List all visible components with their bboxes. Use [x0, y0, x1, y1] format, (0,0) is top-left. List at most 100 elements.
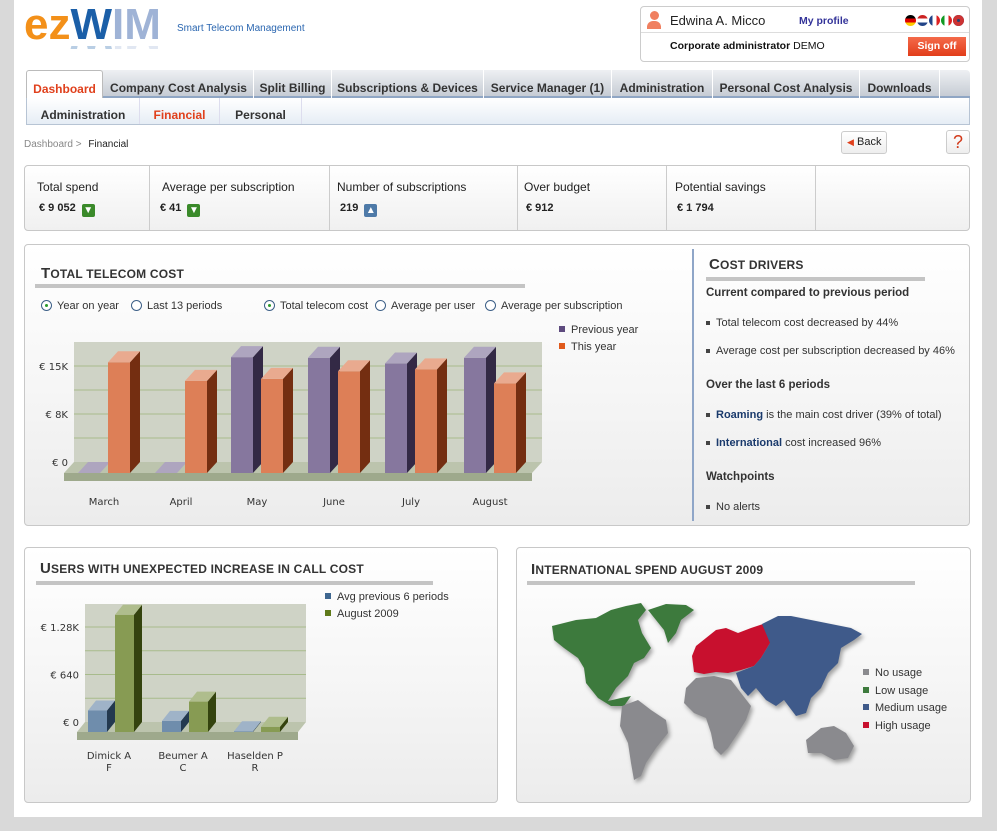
user-name: Edwina A. Micco — [670, 13, 766, 28]
bar-previous-year — [78, 462, 110, 473]
bar-previous-year — [308, 346, 340, 473]
radio-average-per-user[interactable]: Average per user — [375, 300, 475, 312]
bar-side — [516, 372, 526, 473]
x-tick-label: June — [322, 497, 345, 508]
x-tick-label: March — [89, 497, 119, 508]
bar-august-2009 — [115, 604, 142, 732]
international-link[interactable]: International — [716, 437, 783, 449]
breadcrumb: Dashboard > Financial — [24, 139, 128, 150]
cost-driver-item: Roaming is the main cost driver (39% of … — [706, 409, 942, 421]
tab-downloads[interactable]: Downloads — [860, 70, 940, 98]
bar-top — [189, 691, 216, 702]
tab-dashboard[interactable]: Dashboard — [26, 70, 103, 100]
x-tick-label: July — [401, 497, 420, 508]
x-tick-label: Beumer A — [158, 751, 208, 762]
tab-service-manager[interactable]: Service Manager (1) — [484, 70, 612, 98]
map-region-north-america[interactable] — [552, 603, 651, 706]
bar-top — [155, 462, 187, 473]
bar-front — [338, 371, 360, 473]
bar-top — [415, 358, 447, 370]
tab-subscriptions-devices[interactable]: Subscriptions & Devices — [332, 70, 484, 98]
x-tick-label: April — [170, 497, 193, 508]
legend-medium-usage: Medium usage — [863, 702, 947, 714]
legend-previous-year: Previous year — [559, 324, 638, 336]
bar-side — [486, 346, 496, 473]
kpi-average-per-subscription: Average per subscription € 41 ▼ — [150, 166, 330, 230]
bar-front — [162, 720, 181, 732]
bar-front — [415, 369, 437, 473]
my-profile-link[interactable]: My profile — [799, 15, 849, 27]
breadcrumb-dashboard[interactable]: Dashboard > — [24, 139, 82, 150]
roaming-link[interactable]: Roaming — [716, 409, 764, 421]
bar-this-year — [415, 358, 447, 473]
legend-no-usage: No usage — [863, 667, 922, 679]
bar-side — [407, 352, 417, 473]
divider — [692, 249, 694, 521]
radio-total-telecom-cost[interactable]: Total telecom cost — [264, 300, 368, 312]
bar-side — [253, 721, 261, 732]
legend-avg-previous: Avg previous 6 periods — [325, 591, 449, 603]
tab-administration[interactable]: Administration — [612, 70, 713, 98]
users-increase-title: Users with unexpected increase in call c… — [40, 560, 364, 577]
legend-high-usage: High usage — [863, 720, 931, 732]
map-region-australia[interactable] — [806, 726, 854, 760]
plot-floor-edge — [64, 473, 532, 481]
bar-top — [385, 352, 417, 364]
total-telecom-cost-title: Total telecom cost — [41, 265, 184, 282]
map-region-europe-russia[interactable] — [692, 623, 774, 674]
trend-down-icon: ▼ — [81, 204, 95, 217]
tagline: Smart Telecom Management — [177, 23, 305, 34]
bar-this-year — [261, 367, 293, 473]
map-region-asia[interactable] — [736, 616, 862, 716]
radio-average-per-subscription[interactable]: Average per subscription — [485, 300, 622, 312]
bar-front — [108, 362, 130, 473]
sign-off-button[interactable]: Sign off — [908, 37, 966, 56]
y-tick-label: € 1.28K — [41, 623, 80, 634]
subtab-personal[interactable]: Personal — [220, 98, 302, 124]
subtab-financial[interactable]: Financial — [140, 98, 220, 124]
flag-nl-icon[interactable] — [917, 15, 928, 26]
help-button[interactable]: ? — [946, 130, 970, 154]
kpi-over-budget: Over budget € 912 — [518, 166, 667, 230]
bar-avg-previous-6-periods — [88, 700, 115, 732]
bar-front — [261, 726, 280, 732]
cost-driver-item: Average cost per subscription decreased … — [706, 345, 955, 357]
map-region-greenland[interactable] — [648, 604, 694, 643]
bar-side — [208, 691, 216, 732]
map-region-south-america[interactable] — [620, 700, 668, 780]
subtab-administration[interactable]: Administration — [27, 98, 140, 124]
tab-company-cost-analysis[interactable]: Company Cost Analysis — [104, 70, 254, 98]
bar-side — [134, 604, 142, 732]
tab-personal-cost-analysis[interactable]: Personal Cost Analysis — [713, 70, 860, 98]
bar-front — [115, 614, 134, 732]
bar-top — [234, 721, 261, 732]
bar-front — [308, 357, 330, 473]
map-region-africa[interactable] — [684, 676, 751, 755]
back-button[interactable]: ◀ Back — [841, 131, 887, 154]
users-increase-chart: € 0 € 640 € 1.28K Dimick AF Beumer AC Haselde… — [41, 604, 306, 774]
breadcrumb-current: Financial — [88, 139, 129, 150]
flag-uk-icon[interactable] — [953, 15, 964, 26]
sub-tabs: Administration Financial Personal — [26, 98, 970, 125]
bar-top — [108, 351, 140, 363]
cost-drivers-heading: Watchpoints — [706, 471, 775, 483]
cost-drivers-heading: Current compared to previous period — [706, 287, 910, 299]
kpi-bar: Total spend € 9 052 ▼ Average per subscri… — [24, 165, 970, 231]
flag-fr-icon[interactable] — [929, 15, 940, 26]
bar-front — [464, 357, 486, 473]
tab-split-billing[interactable]: Split Billing — [254, 70, 332, 98]
bar-top — [78, 462, 110, 473]
bar-top — [308, 346, 340, 358]
bar-this-year — [338, 360, 370, 473]
radio-last-13-periods[interactable]: Last 13 periods — [131, 300, 222, 312]
bar-side — [207, 369, 217, 473]
radio-year-on-year[interactable]: Year on year — [41, 300, 119, 312]
flag-it-icon[interactable] — [941, 15, 952, 26]
kpi-number-of-subscriptions: Number of subscriptions 219 ▲ — [330, 166, 518, 230]
flag-de-icon[interactable] — [905, 15, 916, 26]
x-tick-label: F — [106, 763, 112, 774]
bar-august-2009 — [261, 716, 288, 732]
legend-low-usage: Low usage — [863, 685, 928, 697]
bar-top — [261, 716, 288, 727]
bar-side — [107, 700, 115, 732]
